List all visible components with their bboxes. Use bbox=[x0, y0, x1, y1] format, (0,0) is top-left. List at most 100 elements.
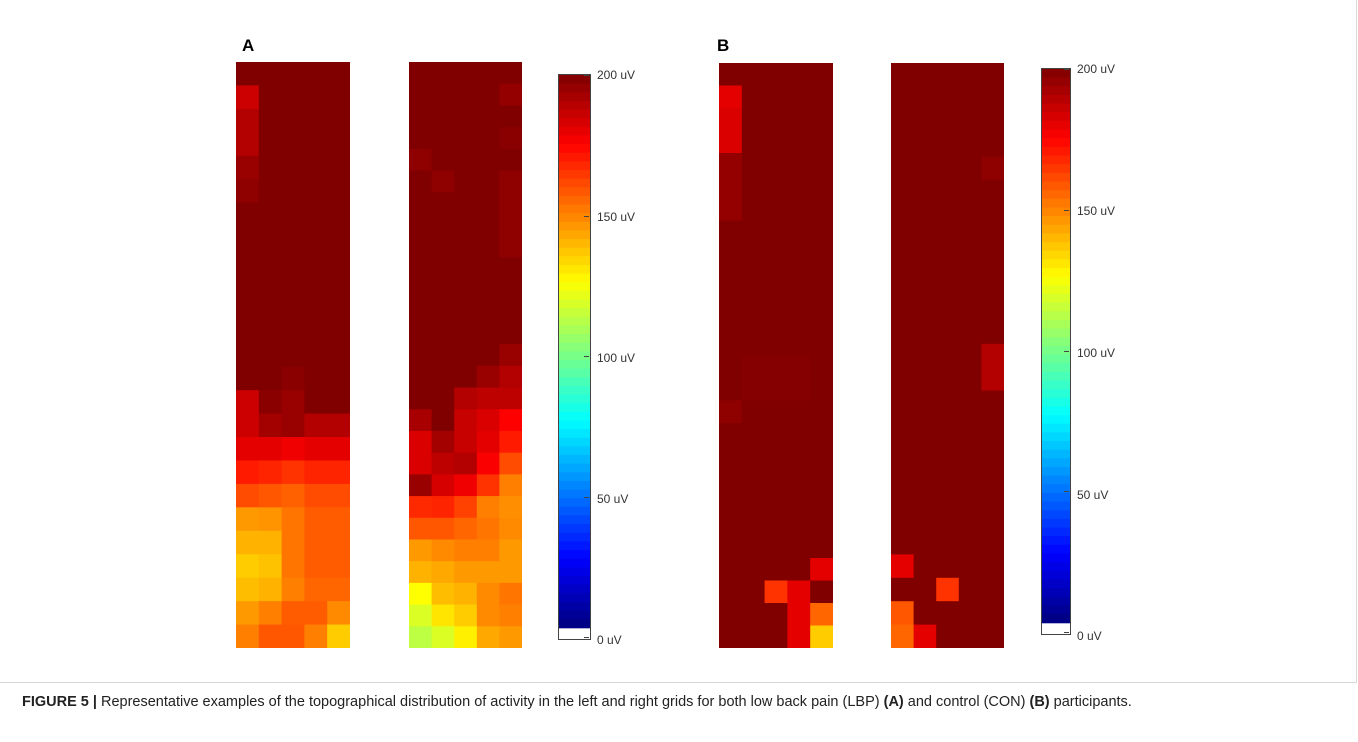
heatmap-cell bbox=[936, 554, 960, 579]
colorbar-a-tick-label: 150 uV bbox=[597, 210, 636, 224]
heatmap-cell bbox=[958, 414, 982, 438]
heatmap-cell bbox=[741, 333, 766, 356]
heatmap-cell bbox=[431, 517, 455, 540]
heatmap-cell bbox=[719, 175, 743, 199]
heatmap-cell bbox=[476, 604, 500, 627]
heatmap-cell bbox=[327, 601, 350, 626]
colorbar-step bbox=[1042, 415, 1070, 425]
heatmap-cell bbox=[936, 484, 960, 509]
heatmap-cell bbox=[431, 83, 455, 106]
heatmap-cell bbox=[304, 319, 328, 344]
heatmap-cell bbox=[741, 423, 766, 446]
colorbar-step bbox=[1042, 449, 1070, 459]
heatmap-cell bbox=[409, 452, 433, 475]
colorbar-a-tick-label: 50 uV bbox=[597, 492, 629, 506]
heatmap-cell bbox=[281, 366, 305, 391]
colorbar-step bbox=[1042, 492, 1070, 503]
heatmap-cell bbox=[958, 577, 982, 602]
heatmap-cell bbox=[327, 62, 350, 86]
heatmap-cell bbox=[764, 198, 788, 221]
heatmap-cell bbox=[741, 378, 766, 401]
colorbar-step bbox=[559, 463, 590, 473]
heatmap-cell bbox=[304, 85, 328, 110]
colorbar-step bbox=[1042, 86, 1070, 96]
heatmap-cell bbox=[764, 490, 788, 514]
heatmap-cell bbox=[431, 561, 455, 584]
colorbar-step bbox=[1042, 94, 1070, 105]
heatmap-cell bbox=[913, 226, 937, 251]
heatmap-cell bbox=[741, 580, 766, 604]
heatmap-cell bbox=[431, 235, 455, 258]
heatmap-cell bbox=[764, 603, 788, 626]
heatmap-cell bbox=[958, 624, 982, 648]
heatmap-cell bbox=[891, 531, 915, 555]
heatmap-cell bbox=[891, 577, 915, 602]
heatmap-cell bbox=[764, 468, 788, 491]
colorbar-step bbox=[559, 265, 590, 275]
heatmap-cell bbox=[327, 319, 350, 344]
heatmap-cell bbox=[304, 577, 328, 602]
colorbar-step bbox=[1042, 103, 1070, 113]
heatmap-cell bbox=[258, 554, 283, 579]
heatmap-cell bbox=[304, 460, 328, 485]
heatmap-cell bbox=[236, 85, 260, 110]
colorbar-step bbox=[559, 515, 590, 525]
heatmap-cell bbox=[936, 507, 960, 532]
heatmap-cell bbox=[936, 133, 960, 158]
heatmap-cell bbox=[719, 108, 743, 131]
heatmap-cell bbox=[431, 604, 455, 627]
heatmap-cell bbox=[891, 63, 915, 87]
heatmap-cell bbox=[431, 62, 455, 85]
heatmap-cell bbox=[409, 496, 433, 519]
heatmap-cell bbox=[719, 468, 743, 491]
heatmap-cell bbox=[719, 580, 743, 604]
heatmap-cell bbox=[913, 367, 937, 392]
colorbar-step bbox=[559, 437, 590, 447]
colorbar-step bbox=[1042, 120, 1070, 131]
heatmap-cell bbox=[258, 413, 283, 438]
colorbar-step bbox=[559, 567, 590, 577]
heatmap-cell bbox=[454, 127, 478, 150]
heatmap-cell bbox=[327, 296, 350, 321]
heatmap-cell bbox=[787, 153, 811, 176]
heatmap-cell bbox=[891, 414, 915, 438]
heatmap-cell bbox=[764, 175, 788, 199]
colorbar-step bbox=[559, 152, 590, 162]
heatmap-cell bbox=[958, 250, 982, 275]
colorbar-step bbox=[559, 308, 590, 318]
heatmap-cell bbox=[764, 265, 788, 289]
heatmap-cell bbox=[409, 626, 433, 648]
colorbar-step bbox=[1042, 544, 1070, 555]
heatmap-cell bbox=[499, 409, 522, 432]
heatmap-cell bbox=[719, 513, 743, 536]
heatmap-cell bbox=[719, 85, 743, 109]
heatmap-cell bbox=[476, 213, 500, 237]
heatmap-cell bbox=[764, 130, 788, 154]
heatmap-cell bbox=[719, 198, 743, 221]
colorbar-step bbox=[1042, 267, 1070, 278]
heatmap-cell bbox=[891, 484, 915, 509]
colorbar-step bbox=[1042, 285, 1070, 295]
heatmap-cell bbox=[936, 86, 960, 111]
colorbar-step bbox=[1042, 588, 1070, 598]
caption-text: participants. bbox=[1049, 694, 1132, 710]
heatmap-cell bbox=[741, 198, 766, 221]
heatmap-cell bbox=[236, 296, 260, 321]
colorbar-step bbox=[1042, 458, 1070, 468]
colorbar-step bbox=[559, 429, 590, 439]
heatmap-cell bbox=[741, 535, 766, 559]
colorbar-step bbox=[1042, 354, 1070, 364]
heatmap-cell bbox=[891, 226, 915, 251]
colorbar-step bbox=[1042, 363, 1070, 373]
heatmap-cell bbox=[258, 437, 283, 461]
colorbar-step bbox=[559, 549, 590, 560]
heatmap-cell bbox=[981, 156, 1004, 181]
colorbar-a bbox=[558, 74, 591, 640]
heatmap-cell bbox=[787, 535, 811, 559]
colorbar-step bbox=[559, 195, 590, 206]
colorbar-step bbox=[1042, 432, 1070, 442]
heatmap-cell bbox=[431, 257, 455, 280]
heatmap-cell bbox=[281, 530, 305, 555]
heatmap-cell bbox=[958, 156, 982, 181]
colorbar-step bbox=[559, 109, 590, 119]
